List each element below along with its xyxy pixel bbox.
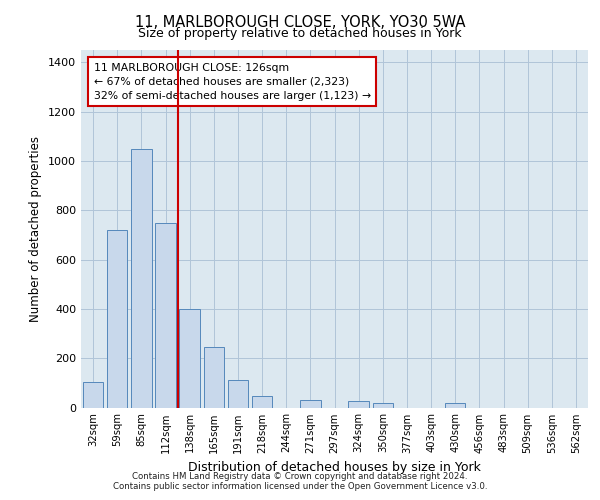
Text: Contains HM Land Registry data © Crown copyright and database right 2024.: Contains HM Land Registry data © Crown c… — [132, 472, 468, 481]
Bar — [131, 148, 152, 408]
Bar — [349, 402, 369, 407]
Text: 11, MARLBOROUGH CLOSE, YORK, YO30 5WA: 11, MARLBOROUGH CLOSE, YORK, YO30 5WA — [135, 15, 465, 30]
Text: 11 MARLBOROUGH CLOSE: 126sqm
← 67% of detached houses are smaller (2,323)
32% of: 11 MARLBOROUGH CLOSE: 126sqm ← 67% of de… — [94, 62, 371, 100]
Bar — [107, 230, 127, 408]
Bar — [227, 380, 248, 407]
Bar — [300, 400, 320, 407]
Bar — [203, 347, 224, 408]
Text: Size of property relative to detached houses in York: Size of property relative to detached ho… — [138, 28, 462, 40]
Bar — [445, 403, 466, 407]
Text: Contains public sector information licensed under the Open Government Licence v3: Contains public sector information licen… — [113, 482, 487, 491]
X-axis label: Distribution of detached houses by size in York: Distribution of detached houses by size … — [188, 461, 481, 474]
Bar — [155, 222, 176, 408]
Bar — [373, 402, 393, 407]
Y-axis label: Number of detached properties: Number of detached properties — [29, 136, 43, 322]
Bar — [179, 309, 200, 408]
Bar — [83, 382, 103, 407]
Bar — [252, 396, 272, 407]
